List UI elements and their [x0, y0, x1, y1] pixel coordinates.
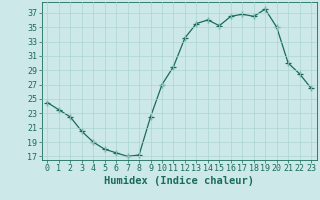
X-axis label: Humidex (Indice chaleur): Humidex (Indice chaleur): [104, 176, 254, 186]
